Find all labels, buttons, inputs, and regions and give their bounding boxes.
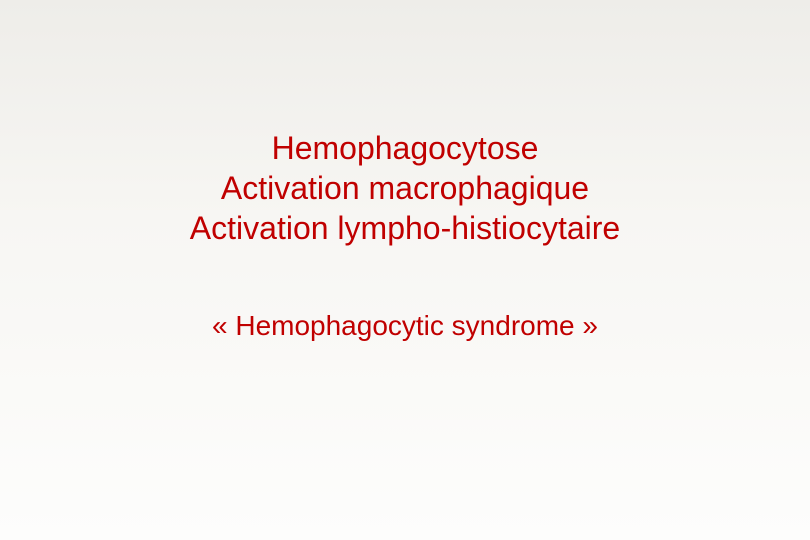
title-line-2: Activation macrophagique (190, 168, 620, 208)
slide-container: Hemophagocytose Activation macrophagique… (0, 0, 810, 540)
subtitle: « Hemophagocytic syndrome » (212, 310, 598, 342)
title-line-3: Activation lympho-histiocytaire (190, 208, 620, 248)
title-line-1: Hemophagocytose (190, 128, 620, 168)
title-block: Hemophagocytose Activation macrophagique… (190, 128, 620, 248)
